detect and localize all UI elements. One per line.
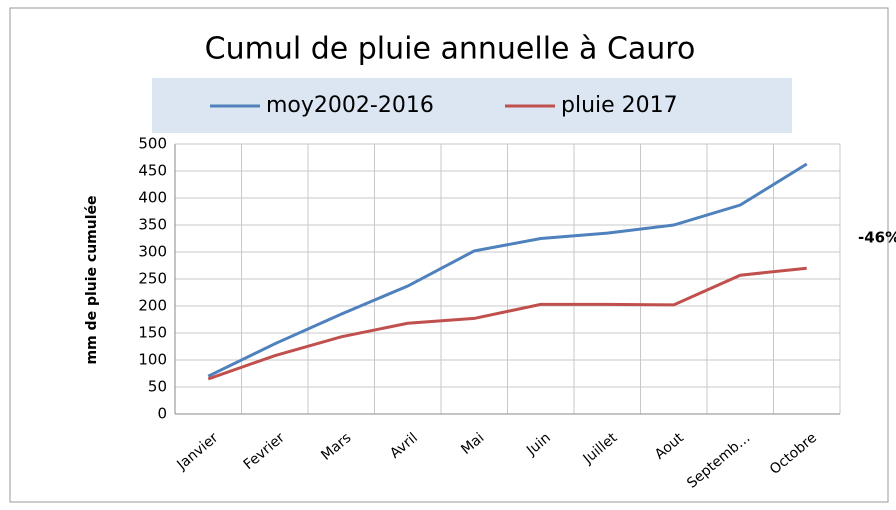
- y-tick-label: 350: [138, 216, 167, 234]
- legend-label: pluie 2017: [561, 93, 678, 118]
- y-tick-label: 0: [157, 405, 167, 423]
- legend-label: moy2002-2016: [266, 93, 434, 118]
- line-series: [207, 266, 807, 381]
- y-tick-label: 450: [138, 162, 167, 180]
- line-series: [207, 162, 808, 378]
- chart-title: Cumul de pluie annuelle à Cauro: [205, 32, 696, 67]
- y-tick-label: 300: [138, 243, 167, 261]
- y-tick-label: 500: [138, 135, 167, 153]
- annotation: -46%: [858, 229, 896, 247]
- y-axis-label: mm de pluie cumulée: [84, 195, 100, 364]
- y-tick-label: 150: [138, 324, 167, 342]
- y-tick-label: 400: [138, 189, 167, 207]
- y-tick-label: 50: [148, 378, 167, 396]
- y-tick-label: 250: [138, 270, 167, 288]
- y-tick-label: 100: [138, 351, 167, 369]
- y-tick-label: 200: [138, 297, 167, 315]
